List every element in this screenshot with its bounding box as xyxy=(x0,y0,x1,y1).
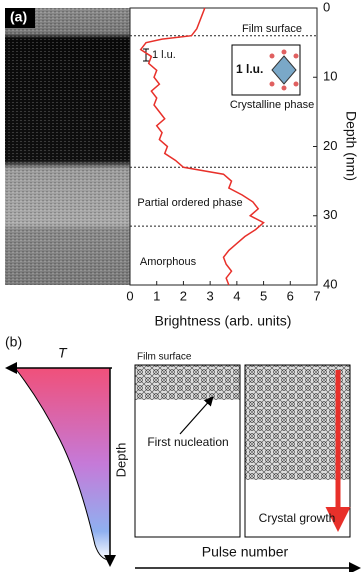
x-tick-label: 2 xyxy=(180,288,187,303)
temperature-profile xyxy=(13,367,111,561)
x-axis-label: Brightness (arb. units) xyxy=(155,313,292,329)
annotation: Crystalline phase xyxy=(230,99,314,111)
panel-label: (b) xyxy=(5,334,22,350)
x-tick-label: 7 xyxy=(313,288,320,303)
depth-label: Depth xyxy=(113,443,128,478)
y-axis-label: Depth (nm) xyxy=(343,111,359,181)
brightness-line xyxy=(139,7,265,286)
grown-layer xyxy=(245,365,350,480)
nucleation-arrow xyxy=(179,396,214,435)
x-tick-label: 4 xyxy=(233,288,240,303)
y-tick-label: 10 xyxy=(323,69,337,84)
temperature-label: T xyxy=(58,345,68,361)
annotation: 1 l.u. xyxy=(152,49,176,61)
inset-lattice xyxy=(269,49,299,91)
panel-a: (a) Depth (nm) Brightness (arb. units) F… xyxy=(5,0,359,329)
x-tick-label: 1 xyxy=(153,288,160,303)
pulse-label: Pulse number xyxy=(202,544,289,560)
inset-label: 1 l.u. xyxy=(236,62,263,76)
panel-label: (a) xyxy=(10,9,27,25)
x-tick-label: 3 xyxy=(207,288,214,303)
nucleation-label: First nucleation xyxy=(147,435,228,449)
x-tick-label: 0 xyxy=(126,288,133,303)
lu-marker xyxy=(143,48,149,62)
x-tick-label: 5 xyxy=(260,288,267,303)
annotation: Film surface xyxy=(242,23,302,35)
x-tick-label: 6 xyxy=(287,288,294,303)
label-box xyxy=(5,8,35,28)
tem-texture xyxy=(5,8,130,285)
y-tick-label: 20 xyxy=(323,138,337,153)
film-surface-label: Film surface xyxy=(137,352,192,363)
stage-box xyxy=(244,364,351,538)
y-tick-label: 30 xyxy=(323,207,337,222)
annotation: Partial ordered phase xyxy=(137,197,242,209)
growth-label: Crystal growth xyxy=(259,511,336,525)
stage-box xyxy=(134,364,241,538)
y-tick-label: 40 xyxy=(323,276,337,291)
annotation: Amorphous xyxy=(140,256,197,268)
y-tick-label: 0 xyxy=(323,0,330,14)
panel-b: (b) T Depth Film surface First nucleatio… xyxy=(5,334,361,572)
nucleated-layer xyxy=(135,365,240,400)
